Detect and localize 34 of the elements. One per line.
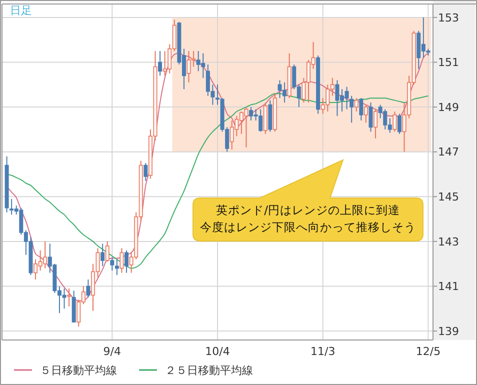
- candlestick: [100, 243, 105, 267]
- candlestick: [392, 111, 397, 132]
- candlestick: [374, 108, 378, 139]
- x-tick-label: 11/3: [310, 345, 336, 358]
- candlestick: [124, 250, 129, 274]
- x-tick-label: 9/4: [103, 345, 121, 358]
- x-tick-label: 10/4: [205, 345, 230, 358]
- candlestick: [359, 98, 364, 121]
- x-tick-label: 12/5: [416, 345, 441, 358]
- candlestick: [368, 102, 373, 132]
- y-tick-label: 153: [438, 11, 459, 24]
- candlestick: [364, 104, 368, 124]
- candlestick: [350, 95, 354, 124]
- candlestick: [158, 50, 162, 76]
- candlestick: [86, 279, 90, 298]
- candlestick: [144, 162, 148, 182]
- y-tick-label: 147: [438, 146, 459, 159]
- candlestick: [354, 98, 358, 112]
- candlestick: [110, 256, 114, 272]
- y-tick-label: 143: [438, 235, 459, 248]
- y-tick-label: 145: [438, 190, 459, 204]
- y-tick-label: 151: [438, 56, 459, 70]
- candlestick: [397, 113, 402, 134]
- candlestick: [114, 258, 119, 276]
- candlestick: [120, 248, 124, 274]
- legend-label: ５日移動平均線: [40, 364, 117, 377]
- y-tick-label: 141: [438, 280, 459, 294]
- annotation: 英ポンド/円はレンジの上限に到達: [216, 203, 400, 217]
- legend-label: ２５日移動平均線: [165, 364, 253, 377]
- y-tick-label: 139: [438, 324, 459, 338]
- annotation: 今度はレンジ下限へ向かって推移しそう: [200, 220, 416, 234]
- y-tick-label: 149: [438, 100, 459, 114]
- candlestick: [105, 240, 110, 262]
- chart-title: 日足: [10, 4, 32, 17]
